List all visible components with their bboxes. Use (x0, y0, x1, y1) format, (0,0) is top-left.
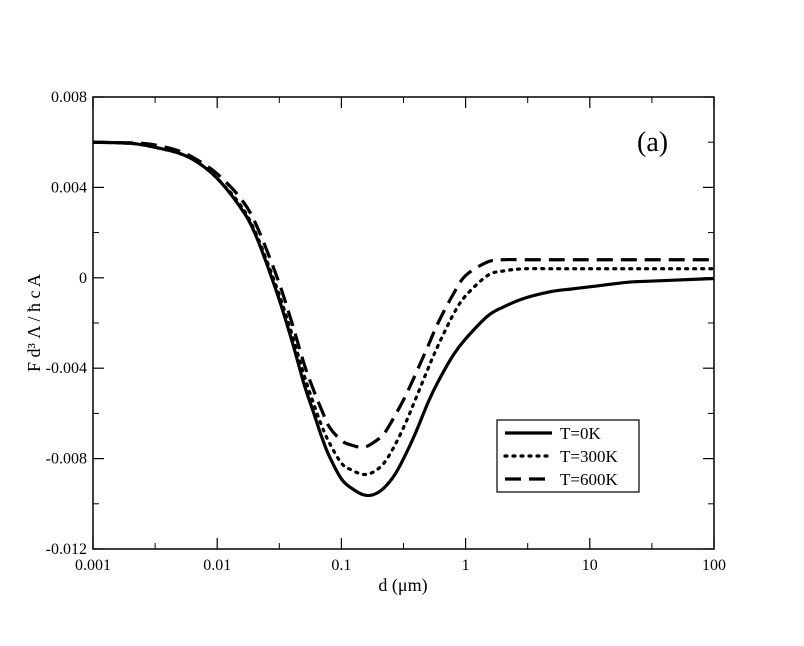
y-tick-label: 0.004 (51, 179, 87, 196)
legend-label: T=0K (560, 424, 601, 443)
y-tick-label: 0 (79, 270, 87, 287)
series-line-dashed (93, 140, 714, 449)
legend-label: T=300K (560, 447, 618, 466)
series-line-solid (93, 140, 714, 498)
x-tick-label: 1 (462, 557, 470, 574)
x-tick-label: 0.01 (203, 557, 231, 574)
y-tick-label: 0.008 (51, 89, 87, 106)
y-tick-label: -0.008 (46, 451, 87, 468)
legend-label: T=600K (560, 470, 618, 489)
x-tick-label: 0.001 (75, 557, 111, 574)
y-tick-label: -0.004 (46, 360, 87, 377)
y-axis-title: F d³ Λ / ħ c A (24, 274, 44, 372)
y-tick-label: -0.012 (46, 541, 87, 558)
x-tick-label: 100 (702, 557, 726, 574)
panel-annotation: (a) (637, 127, 668, 158)
x-axis-title: d (μm) (378, 575, 427, 596)
x-tick-label: 0.1 (331, 557, 351, 574)
x-tick-labels: 0.001 0.01 0.1 1 10 100 (75, 557, 726, 574)
y-tick-labels: 0.008 0.004 0 -0.004 -0.008 -0.012 (46, 89, 87, 558)
series-line-dotted (93, 140, 714, 477)
legend: T=0K T=300K T=600K (496, 419, 640, 493)
x-tick-label: 10 (582, 557, 598, 574)
series-layer (93, 140, 714, 498)
plot-frame (92, 96, 715, 550)
